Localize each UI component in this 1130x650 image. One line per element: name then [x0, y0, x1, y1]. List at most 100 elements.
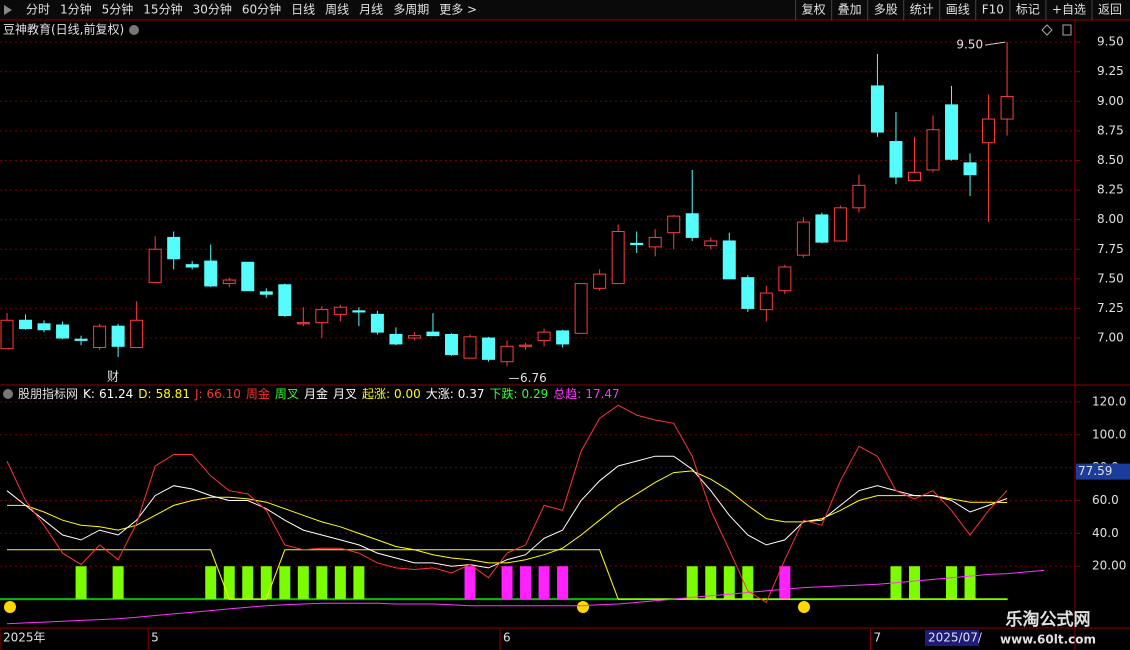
y-tick-label: 8.75 [1097, 123, 1124, 137]
indicator-line [7, 470, 1008, 564]
toolbar-item[interactable]: 画线 [946, 3, 970, 17]
signal-bar [223, 566, 235, 600]
signal-bar [742, 566, 754, 600]
candle-body [241, 261, 255, 292]
signal-bar [946, 566, 958, 600]
candle-body [963, 162, 977, 176]
candle-body [111, 325, 125, 347]
toolbar-item[interactable]: 1分钟 [60, 2, 92, 17]
candle-body [19, 319, 33, 330]
signal-bar [334, 566, 346, 600]
y-tick-label: 9.00 [1097, 94, 1124, 108]
indicator-line [6, 404, 1008, 604]
legend-label: 月金 [304, 386, 328, 401]
y-tick-label: 7.25 [1097, 301, 1124, 315]
y-tick-label: 7.00 [1097, 331, 1124, 345]
candle-body [833, 207, 847, 242]
candle-body [370, 313, 384, 333]
x-tick-label: 6 [503, 631, 511, 645]
candle-body [278, 284, 292, 317]
candle-body [296, 322, 310, 325]
signal-bar [205, 566, 217, 600]
candle-body [222, 279, 236, 285]
candle-body [37, 323, 51, 331]
y-tick-label: 8.50 [1097, 153, 1124, 167]
toolbar-item[interactable]: 15分钟 [143, 2, 182, 17]
toolbar-item[interactable]: 日线 [291, 3, 315, 17]
toolbar-item[interactable]: +自选 [1052, 3, 1086, 17]
signal-icon [577, 601, 589, 613]
candle-body [796, 221, 810, 256]
signal-bar [779, 566, 791, 600]
candle-body [537, 331, 551, 341]
chart-title: 豆神教育(日线,前复权) [3, 22, 124, 37]
candle-body [259, 291, 273, 295]
toolbar-item[interactable]: 月线 [359, 3, 383, 17]
candle-body [482, 337, 496, 360]
x-tick-label: 7 [873, 631, 881, 645]
y-tick-label: 9.25 [1097, 64, 1124, 78]
candle-body [444, 333, 458, 356]
sidebar-toggle[interactable] [4, 5, 12, 15]
toolbar-item[interactable]: 分时 [26, 3, 50, 17]
legend-label: K: [83, 387, 95, 401]
signal-bar [260, 566, 272, 600]
toolbar-item[interactable]: 标记 [1016, 3, 1040, 17]
candle-body [889, 141, 903, 178]
toolbar-item[interactable]: 多股 [874, 3, 898, 17]
candle-body [315, 309, 329, 324]
toolbar-item[interactable]: 60分钟 [242, 2, 281, 17]
toolbar-item[interactable]: 5分钟 [102, 2, 134, 17]
candle-body [333, 306, 347, 315]
candle-body [56, 324, 70, 339]
signal-bar [316, 566, 328, 600]
x-tick-label: 2025年 [3, 631, 46, 645]
y-tick-label: 100.0 [1092, 427, 1126, 441]
indicator-legend: 股朋指标网 K: 61.24 D: 58.81 J: 66.10 周金 周叉 月金 月叉 起涨: 0.0… [18, 386, 620, 401]
y-tick-label: 40.0 [1092, 526, 1119, 540]
signal-bar [908, 566, 920, 600]
legend-label: 大涨: [426, 386, 454, 401]
toolbar-item[interactable]: F10 [982, 3, 1004, 17]
signal-bar [112, 566, 124, 600]
toolbar-item[interactable]: 复权 [802, 3, 826, 17]
legend-label: 总趋: [553, 387, 581, 401]
panel-icon[interactable] [1062, 24, 1072, 36]
toolbar-item[interactable]: 叠加 [838, 3, 862, 17]
cursor-value-box [1076, 463, 1130, 480]
toolbar-item[interactable]: 统计 [910, 3, 934, 17]
toolbar [0, 0, 1130, 20]
candle-body [204, 260, 218, 287]
legend-value: 58.81 [156, 387, 190, 401]
candle-body [982, 118, 996, 144]
candle-body [500, 345, 514, 363]
candle-body [407, 335, 421, 339]
indicator-menu-icon[interactable] [3, 389, 13, 399]
toolbar-item[interactable]: 返回 [1098, 3, 1122, 17]
toolbar-item[interactable]: 周线 [325, 3, 349, 17]
legend-label: 起涨: [362, 386, 390, 401]
signal-bar [75, 566, 87, 600]
legend-value: 0.00 [394, 387, 421, 401]
toolbar-item[interactable]: 30分钟 [193, 2, 232, 17]
signal-bar [964, 566, 976, 600]
signal-bar [557, 566, 569, 600]
legend-value: 61.24 [99, 387, 133, 401]
candle-body [611, 230, 625, 285]
finance-marker: 财 [107, 370, 119, 384]
signal-bar [723, 566, 735, 600]
toolbar-item[interactable]: 更多 > [439, 3, 477, 17]
y-tick-label: 8.25 [1097, 183, 1124, 197]
legend-label: D: [138, 387, 151, 401]
signal-bar [242, 566, 254, 600]
annotation-label: 9.50 [956, 38, 983, 52]
title-menu-icon[interactable] [129, 25, 139, 35]
toolbar-item[interactable]: 多周期 [393, 3, 429, 17]
diamond-icon[interactable] [1041, 24, 1053, 36]
candle-body [759, 292, 773, 311]
candle-body [648, 236, 662, 248]
annotation-arrow [985, 41, 1006, 46]
legend-value: 66.10 [207, 387, 241, 401]
signal-bar [501, 566, 513, 600]
